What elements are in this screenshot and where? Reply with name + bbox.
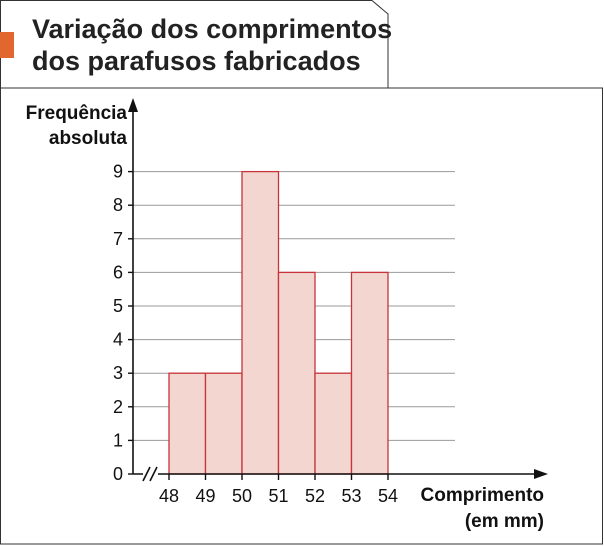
histogram-bar-48-49 [168, 372, 207, 475]
axis-break-slash-2 [149, 466, 158, 482]
y-tick-label-8: 8 [113, 195, 123, 215]
axes [128, 98, 548, 482]
x-tick-label-49: 49 [195, 486, 215, 506]
x-tick-label-52: 52 [305, 486, 325, 506]
histogram-bar-50-51 [241, 170, 280, 475]
bars [168, 170, 389, 475]
histogram-bar-51-52 [277, 271, 316, 475]
axis-break-slash-1 [142, 466, 151, 482]
accent-tab-marker [0, 32, 14, 58]
y-tick-label-4: 4 [113, 330, 123, 350]
y-tick-label-3: 3 [113, 363, 123, 383]
y-tick-label-2: 2 [113, 397, 123, 417]
x-ticks: 48 49 50 51 52 53 54 [159, 474, 398, 506]
y-ticks: 0 1 2 3 4 5 6 7 8 9 [113, 162, 133, 484]
x-tick-label-48: 48 [159, 486, 179, 506]
y-tick-label-9: 9 [113, 162, 123, 182]
title-line-1: Variação dos comprimentos [32, 14, 392, 44]
y-tick-label-6: 6 [113, 262, 123, 282]
x-axis-title-line-1: Comprimento [421, 485, 545, 506]
y-axis-title-line-1: Frequência [26, 103, 128, 124]
y-axis-title-line-2: absoluta [49, 128, 128, 149]
y-tick-label-5: 5 [113, 296, 123, 316]
x-axis-arrow [534, 469, 548, 479]
x-tick-label-53: 53 [341, 486, 361, 506]
histogram-bar-49-50 [204, 372, 243, 475]
x-axis-title-line-2: (em mm) [465, 511, 544, 532]
y-tick-label-0: 0 [113, 464, 123, 484]
histogram-bar-53-54 [350, 271, 389, 475]
title-tab [0, 0, 389, 89]
y-tick-label-7: 7 [113, 229, 123, 249]
axis-break-mark [142, 466, 158, 482]
y-axis-arrow [128, 98, 138, 112]
x-tick-label-51: 51 [268, 486, 288, 506]
y-tick-label-1: 1 [113, 430, 123, 450]
histogram-bar-52-53 [314, 372, 353, 475]
x-tick-label-54: 54 [378, 486, 398, 506]
title-line-2: dos parafusos fabricados [32, 46, 361, 76]
x-tick-label-50: 50 [232, 486, 252, 506]
